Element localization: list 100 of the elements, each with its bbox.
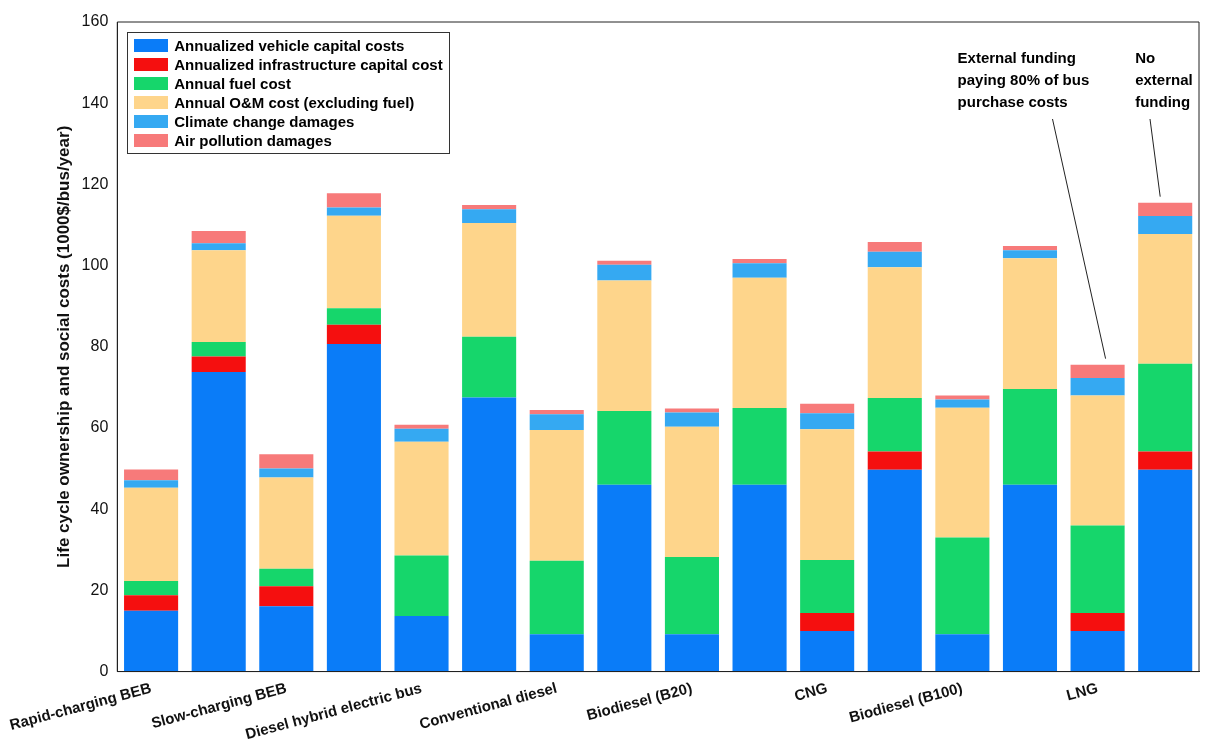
bar — [597, 410, 652, 485]
bar — [800, 559, 855, 614]
bar — [1138, 469, 1193, 672]
bar — [1002, 246, 1058, 251]
bar — [326, 207, 381, 216]
bar — [124, 469, 179, 481]
y-tick-label: 80 — [90, 337, 109, 355]
bar — [1070, 395, 1125, 526]
bar — [326, 324, 381, 344]
bar — [259, 586, 314, 607]
bar — [529, 430, 584, 561]
bar — [394, 615, 449, 672]
annotation: No external funding — [1135, 48, 1194, 112]
bar — [462, 222, 517, 337]
bar — [462, 397, 517, 672]
bar — [1138, 233, 1193, 364]
bar — [326, 308, 381, 325]
bar — [800, 403, 855, 414]
legend-label: Climate change damages — [174, 113, 355, 130]
bar — [124, 487, 179, 582]
bar — [867, 267, 922, 398]
bar — [1002, 484, 1058, 672]
bar — [529, 560, 584, 635]
bar — [1002, 389, 1058, 485]
bar — [1070, 364, 1125, 379]
y-tick-label: 60 — [90, 418, 109, 436]
bar — [867, 469, 922, 672]
bar — [259, 468, 314, 478]
bar — [191, 371, 246, 672]
bar — [394, 555, 449, 616]
bar — [462, 209, 517, 223]
bar — [1070, 378, 1125, 396]
bar — [1070, 613, 1125, 631]
bar — [259, 454, 314, 469]
y-tick-label: 140 — [81, 93, 109, 111]
bar — [597, 260, 652, 265]
y-tick-label: 120 — [81, 174, 109, 192]
bar — [664, 408, 719, 413]
bar — [124, 595, 179, 611]
bar — [462, 205, 517, 210]
bar — [529, 410, 584, 415]
bar — [867, 451, 922, 470]
bar — [326, 343, 381, 672]
bar — [867, 242, 922, 252]
bar — [124, 610, 179, 672]
bar — [1002, 250, 1058, 259]
bar — [259, 568, 314, 587]
bar — [191, 341, 246, 357]
bar — [732, 263, 787, 278]
bar — [1138, 216, 1193, 234]
annotation: External funding paying 80% of bus purchase costs — [957, 48, 1091, 112]
bar — [800, 613, 855, 631]
bar — [867, 397, 922, 452]
bar — [732, 259, 787, 264]
bar — [597, 280, 652, 411]
bar — [732, 408, 787, 485]
bar — [1138, 202, 1193, 217]
bar — [800, 413, 855, 430]
bar — [191, 243, 246, 251]
legend-label: Annual O&M cost (excluding fuel) — [174, 94, 415, 111]
bar — [394, 428, 449, 442]
bar — [259, 477, 314, 569]
y-axis-title: Life cycle ownership and social costs (1000$/bus/year) — [54, 125, 74, 568]
bar — [191, 250, 246, 342]
bar — [326, 193, 381, 208]
legend-label: Annualized vehicle capital costs — [174, 37, 405, 54]
bar — [1138, 363, 1193, 452]
bar — [191, 356, 246, 372]
bar — [867, 251, 922, 268]
bar — [462, 336, 517, 398]
x-tick-label: CNG — [792, 678, 830, 704]
y-tick-label: 100 — [81, 256, 109, 273]
bar — [1138, 451, 1193, 470]
bar — [935, 407, 990, 538]
bar — [124, 581, 179, 596]
bar — [1002, 258, 1058, 390]
bar — [597, 264, 652, 281]
bar — [800, 630, 855, 672]
legend-label: Annual fuel cost — [174, 75, 291, 92]
y-tick-label: 0 — [99, 661, 109, 679]
bar — [664, 412, 719, 427]
y-tick-label: 160 — [81, 12, 109, 30]
bar — [1070, 525, 1125, 614]
bar — [394, 441, 449, 556]
bar — [732, 484, 787, 672]
bar — [124, 480, 179, 488]
bar — [664, 634, 719, 672]
bar — [394, 424, 449, 429]
bar — [935, 537, 990, 635]
bar — [529, 414, 584, 431]
bar — [191, 231, 246, 244]
legend-label: Air pollution damages — [174, 132, 332, 149]
y-tick-label: 20 — [90, 580, 109, 598]
bar — [800, 429, 855, 560]
x-tick-label: LNG — [1064, 678, 1100, 704]
bar — [259, 606, 314, 672]
bar — [597, 484, 652, 672]
bar — [326, 215, 381, 309]
bar — [935, 395, 990, 400]
bar — [935, 634, 990, 672]
